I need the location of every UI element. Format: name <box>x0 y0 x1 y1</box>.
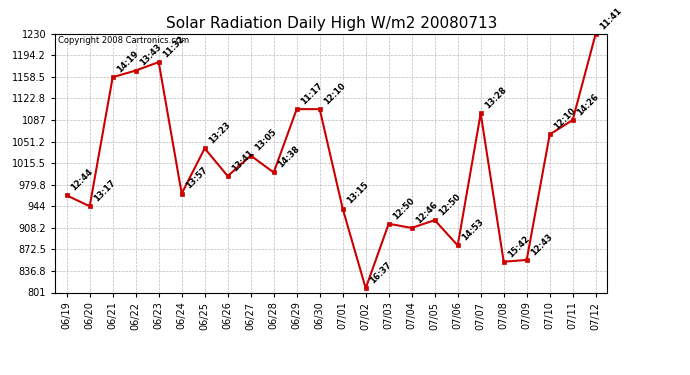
Text: 11:41: 11:41 <box>598 6 624 31</box>
Text: 13:23: 13:23 <box>208 120 233 146</box>
Text: 12:46: 12:46 <box>415 200 440 225</box>
Title: Solar Radiation Daily High W/m2 20080713: Solar Radiation Daily High W/m2 20080713 <box>166 16 497 31</box>
Text: 11:17: 11:17 <box>299 81 325 106</box>
Text: 14:26: 14:26 <box>575 92 601 117</box>
Text: 12:44: 12:44 <box>70 167 95 193</box>
Text: 16:37: 16:37 <box>368 260 394 285</box>
Text: 12:10: 12:10 <box>322 81 348 106</box>
Text: 13:15: 13:15 <box>346 181 371 206</box>
Text: 15:42: 15:42 <box>506 234 532 259</box>
Text: 12:50: 12:50 <box>437 192 463 217</box>
Text: 13:05: 13:05 <box>253 128 279 153</box>
Text: 12:43: 12:43 <box>529 232 555 257</box>
Text: 11:32: 11:32 <box>161 34 187 59</box>
Text: 13:41: 13:41 <box>230 148 256 173</box>
Text: 12:50: 12:50 <box>391 196 417 221</box>
Text: 13:17: 13:17 <box>92 178 118 204</box>
Text: 13:57: 13:57 <box>184 166 210 191</box>
Text: Copyright 2008 Cartronics.com: Copyright 2008 Cartronics.com <box>58 36 189 45</box>
Text: 12:10: 12:10 <box>553 106 578 132</box>
Text: 14:38: 14:38 <box>277 144 302 170</box>
Text: 14:53: 14:53 <box>460 217 486 243</box>
Text: 14:19: 14:19 <box>115 49 141 74</box>
Text: 13:28: 13:28 <box>484 86 509 111</box>
Text: 13:43: 13:43 <box>139 43 164 68</box>
